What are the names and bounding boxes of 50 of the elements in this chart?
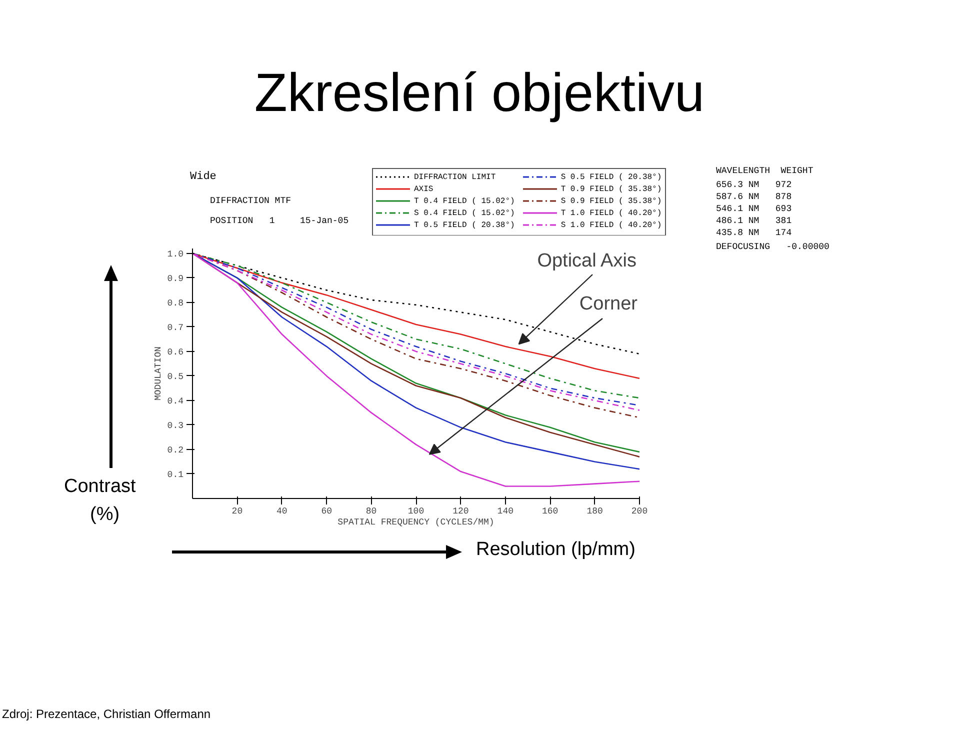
x-tick-label: 100 (408, 506, 424, 516)
y-tick-label: 0.3 (167, 420, 184, 431)
legend-label: S 1.0 FIELD ( 40.20°) (560, 220, 662, 232)
y-tick-label: 0.4 (167, 396, 184, 406)
legend-label: S 0.9 FIELD ( 35.38°) (560, 196, 662, 208)
text: WAVELENGTH WEIGHT (716, 166, 814, 177)
text: Resolution (lp/mm) (476, 539, 636, 561)
legend-label: S 0.5 FIELD ( 20.38°) (560, 172, 662, 184)
annotation: Corner (579, 294, 638, 314)
x-tick-label: 140 (497, 506, 514, 516)
legend-label: T 0.4 FIELD ( 15.02°) (413, 196, 515, 208)
text: 435.8 NM 174 (716, 228, 792, 239)
y-axis-title: MODULATION (153, 346, 164, 401)
annotation: Optical Axis (537, 250, 636, 272)
text: (%) (90, 504, 120, 526)
y-tick-label: 0.2 (167, 445, 184, 456)
x-tick-label: 20 (232, 506, 243, 516)
y-tick-label: 0.8 (167, 298, 184, 308)
text: Wide (190, 171, 216, 184)
y-tick-label: 0.7 (167, 322, 184, 333)
legend-label: DIFFRACTION LIMIT (413, 172, 497, 184)
text: Zdroj: Prezentace, Christian Offermann (2, 707, 211, 722)
y-tick-label: 0.5 (167, 372, 184, 382)
legend-label: T 0.9 FIELD ( 35.38°) (560, 184, 662, 196)
text: DIFFRACTION MTF (210, 196, 292, 207)
x-axis-title: SPATIAL FREQUENCY (CYCLES/MM) (338, 518, 494, 528)
text: POSITION 1 (210, 216, 275, 227)
x-tick-label: 180 (586, 506, 603, 516)
x-tick-label: 80 (366, 506, 377, 516)
y-tick-label: 0.1 (167, 470, 184, 480)
text: 656.3 NM 972 (716, 180, 792, 191)
x-tick-label: 60 (321, 506, 332, 516)
text: DEFOCUSING -0.00000 (716, 242, 830, 253)
legend-label: T 1.0 FIELD ( 40.20°) (560, 208, 662, 220)
y-tick-label: 0.9 (167, 274, 184, 284)
text: 486.1 NM 381 (716, 216, 792, 227)
legend-label: AXIS (413, 184, 434, 196)
x-tick-label: 160 (542, 506, 558, 516)
y-tick-label: 0.6 (167, 347, 184, 358)
y-tick-label: 1.0 (167, 249, 184, 260)
text: 546.1 NM 693 (716, 204, 792, 215)
text: 15-Jan-05 (300, 216, 349, 227)
x-tick-label: 200 (631, 506, 648, 516)
x-tick-label: 120 (452, 506, 469, 516)
legend-label: T 0.5 FIELD ( 20.38°) (413, 220, 515, 232)
text: Contrast (64, 476, 136, 498)
x-tick-label: 40 (276, 506, 288, 516)
text: 587.6 NM 878 (716, 192, 792, 203)
legend-label: S 0.4 FIELD ( 15.02°) (413, 208, 515, 220)
chart-title: Zkreslení objektivu (253, 62, 706, 125)
